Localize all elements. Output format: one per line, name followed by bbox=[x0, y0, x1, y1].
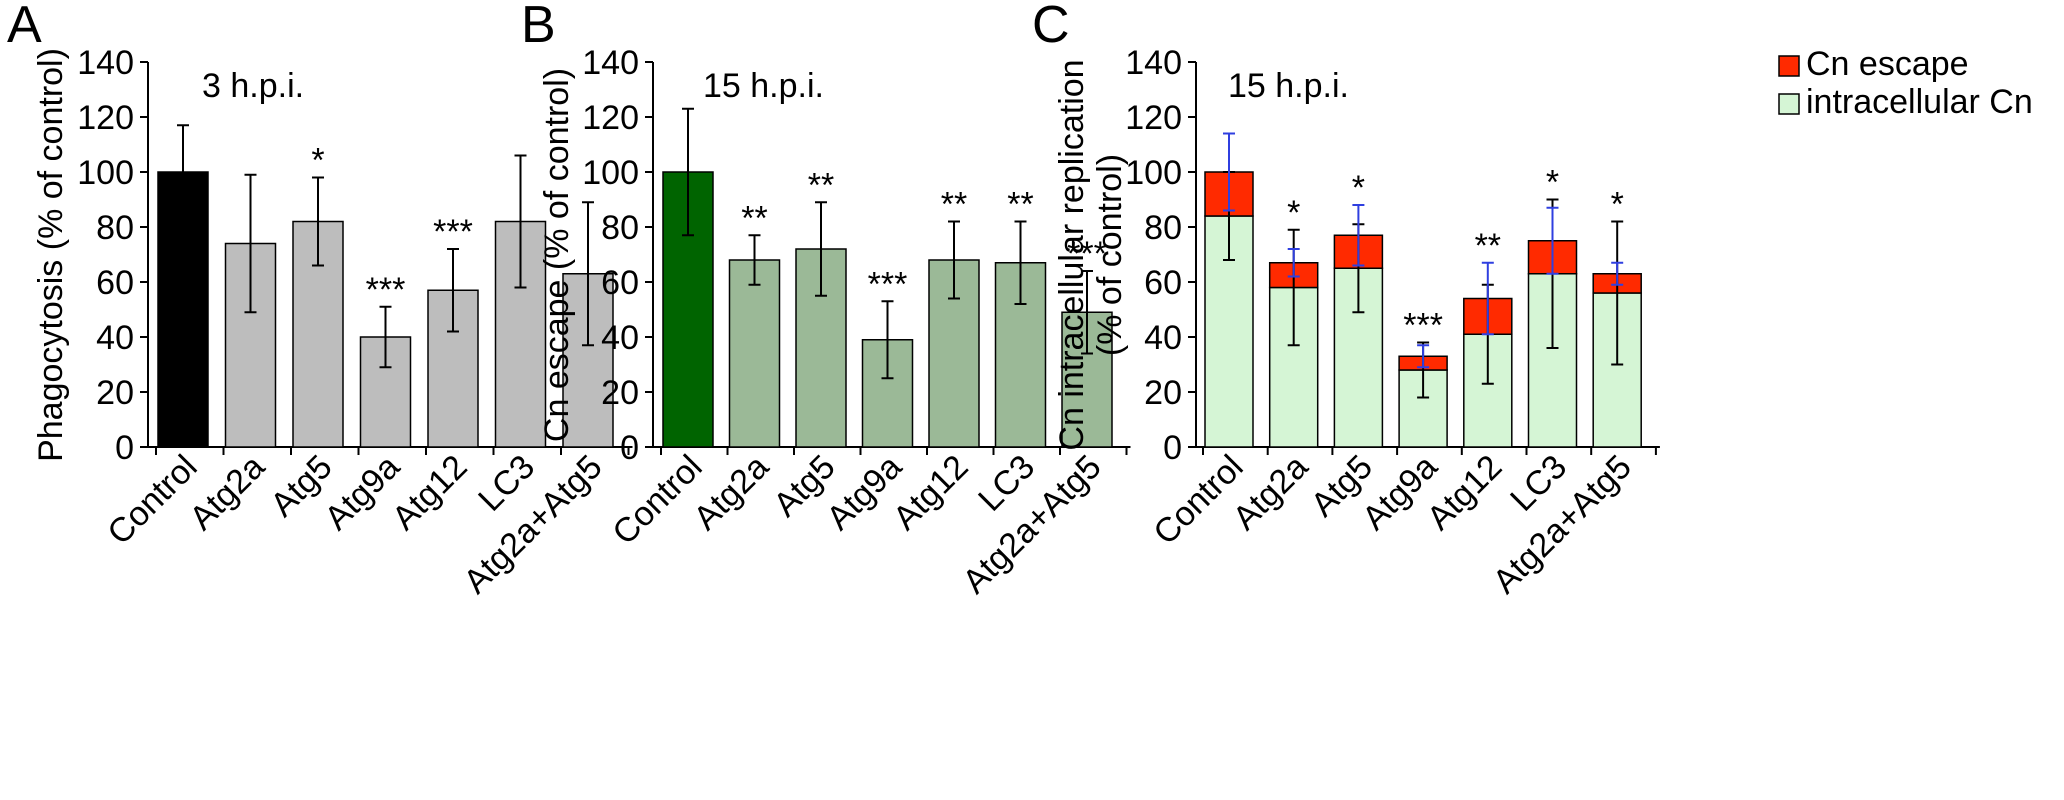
significance-label: * bbox=[1287, 194, 1300, 232]
y-tick-label: 40 bbox=[1144, 319, 1182, 357]
y-tick-label: 120 bbox=[1125, 99, 1182, 137]
x-tick-label: Atg9a bbox=[1355, 448, 1445, 538]
significance-label: *** bbox=[366, 271, 406, 309]
y-tick-label: 100 bbox=[1125, 154, 1182, 192]
bar bbox=[994, 262, 1047, 448]
y-tick-label: 0 bbox=[620, 429, 639, 467]
y-tick-label: 80 bbox=[601, 209, 639, 247]
y-tick-label: 60 bbox=[601, 264, 639, 302]
y-tick-label: 100 bbox=[582, 154, 639, 192]
y-axis-title-line: (% of control) bbox=[1091, 154, 1129, 356]
x-tick-label: Atg9a bbox=[819, 448, 909, 538]
y-axis-title: Cn escape (% of control) bbox=[538, 68, 576, 442]
significance-label: * bbox=[1611, 186, 1624, 224]
bar bbox=[728, 259, 781, 448]
significance-label: *** bbox=[433, 213, 473, 251]
y-tick-label: 140 bbox=[1125, 44, 1182, 82]
y-tick-label: 0 bbox=[1163, 429, 1182, 467]
x-tick-label: Atg2a bbox=[182, 448, 272, 538]
panel-letter: B bbox=[521, 0, 556, 54]
y-axis-title: Phagocytosis (% of control) bbox=[32, 48, 70, 462]
time-annotation: 3 h.p.i. bbox=[202, 67, 304, 105]
legend-label: intracellular Cn bbox=[1806, 83, 2033, 121]
bar-segment bbox=[1527, 273, 1578, 448]
y-tick-label: 120 bbox=[582, 99, 639, 137]
x-tick-label: Atg2a bbox=[1226, 448, 1316, 538]
significance-label: ** bbox=[941, 186, 967, 224]
significance-label: *** bbox=[1403, 307, 1443, 345]
significance-label: ** bbox=[808, 166, 834, 204]
x-tick-label: Atg12 bbox=[385, 448, 475, 538]
y-tick-label: 100 bbox=[77, 154, 134, 192]
time-annotation: 15 h.p.i. bbox=[1228, 67, 1349, 105]
x-tick-label: Atg12 bbox=[886, 448, 976, 538]
y-tick-label: 0 bbox=[115, 429, 134, 467]
y-tick-label: 20 bbox=[1144, 374, 1182, 412]
y-tick-label: 40 bbox=[601, 319, 639, 357]
y-tick-label: 140 bbox=[77, 44, 134, 82]
significance-label: * bbox=[1352, 169, 1365, 207]
significance-label: *** bbox=[868, 265, 908, 303]
panel-letter: C bbox=[1032, 0, 1070, 54]
y-tick-label: 20 bbox=[601, 374, 639, 412]
x-tick-label: Atg9a bbox=[317, 448, 407, 538]
significance-label: * bbox=[1546, 164, 1559, 202]
significance-label: ** bbox=[1475, 227, 1501, 265]
significance-label: ** bbox=[741, 199, 767, 237]
x-tick-label: Atg12 bbox=[1420, 448, 1510, 538]
y-tick-label: 40 bbox=[96, 319, 134, 357]
y-tick-label: 140 bbox=[582, 44, 639, 82]
y-tick-label: 120 bbox=[77, 99, 134, 137]
panel-letter: A bbox=[7, 0, 42, 54]
legend-swatch bbox=[1778, 93, 1800, 115]
y-tick-label: 80 bbox=[1144, 209, 1182, 247]
significance-label: * bbox=[311, 142, 324, 180]
time-annotation: 15 h.p.i. bbox=[703, 67, 824, 105]
significance-label: ** bbox=[1007, 186, 1033, 224]
y-tick-label: 60 bbox=[1144, 264, 1182, 302]
y-tick-label: 20 bbox=[96, 374, 134, 412]
y-tick-label: 60 bbox=[96, 264, 134, 302]
legend-swatch bbox=[1778, 55, 1800, 77]
significance-label: *** bbox=[1067, 235, 1107, 273]
legend-label: Cn escape bbox=[1806, 45, 1969, 83]
y-tick-label: 80 bbox=[96, 209, 134, 247]
y-axis-title-line: Cn intracellular replication bbox=[1053, 59, 1091, 450]
x-tick-label: Atg2a bbox=[686, 448, 776, 538]
